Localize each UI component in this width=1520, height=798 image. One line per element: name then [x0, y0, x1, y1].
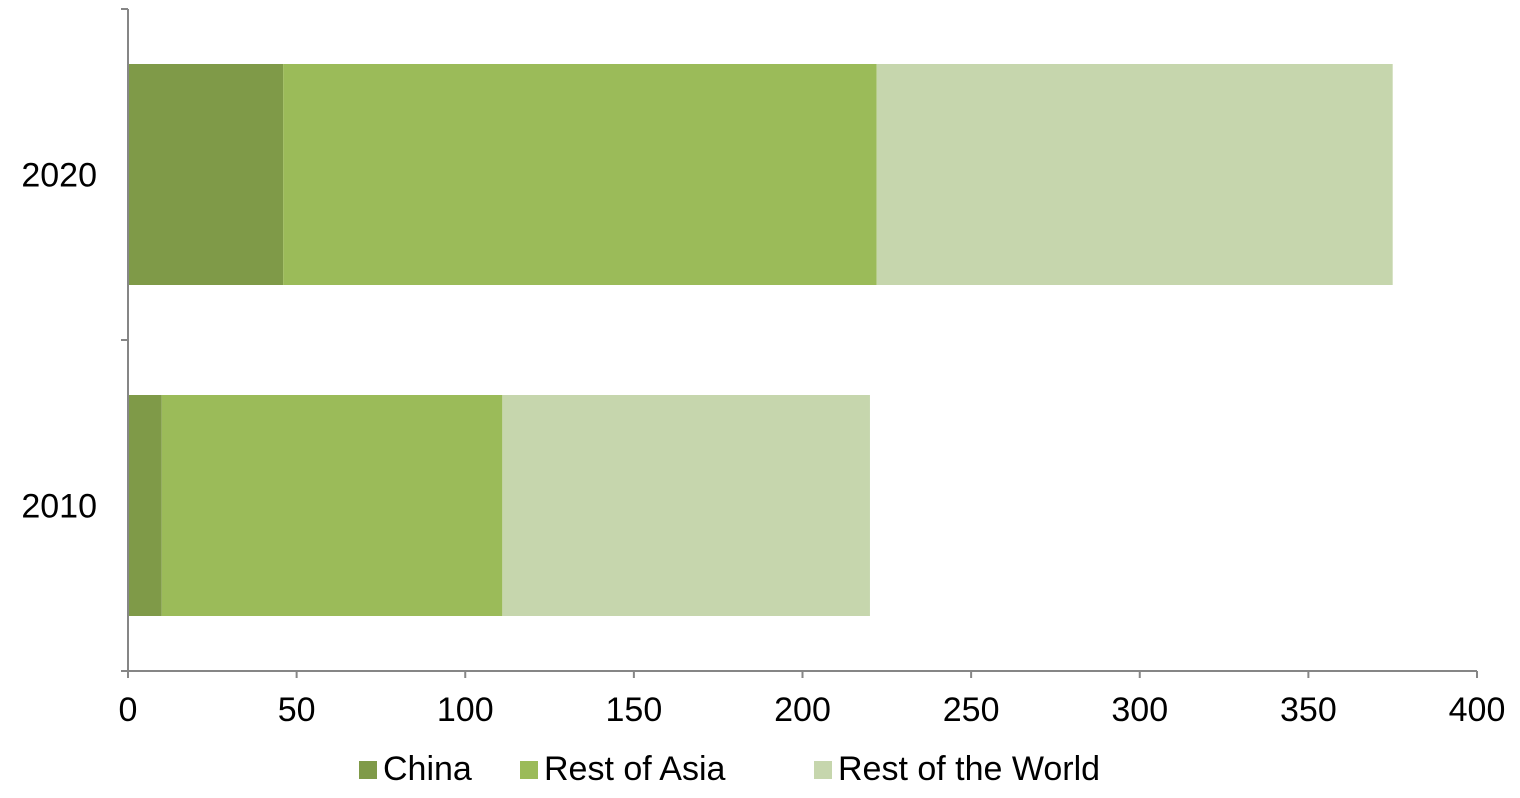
x-tick-label: 400	[1449, 691, 1506, 729]
bar-china-2010	[128, 395, 162, 616]
x-tick-label: 50	[278, 691, 316, 729]
bar-rest-of-asia-2020	[283, 64, 877, 285]
x-tick-label: 200	[774, 691, 831, 729]
y-category-label: 2020	[21, 157, 97, 195]
x-tick-label: 0	[119, 691, 138, 729]
legend-swatch-china	[359, 761, 377, 779]
x-axis-ticks: 0 50 100 150 200 250 300 350 400	[119, 671, 1506, 729]
x-tick-label: 350	[1280, 691, 1337, 729]
legend-label-rest-of-asia: Rest of Asia	[544, 750, 726, 788]
x-tick-label: 250	[943, 691, 1000, 729]
bar-rest-of-the-world-2010	[502, 395, 870, 616]
x-tick-label: 300	[1111, 691, 1168, 729]
legend: China Rest of Asia Rest of the World	[359, 750, 1100, 788]
bar-rest-of-the-world-2020	[876, 64, 1393, 285]
x-tick-label: 150	[606, 691, 663, 729]
legend-label-china: China	[383, 750, 472, 788]
y-axis-ticks: 2020 2010	[21, 8, 128, 672]
x-tick-label: 100	[437, 691, 494, 729]
bar-china-2020	[128, 64, 284, 285]
legend-swatch-rest-of-the-world	[814, 761, 832, 779]
bars-group	[128, 64, 1393, 616]
y-category-label: 2010	[21, 488, 97, 526]
bar-rest-of-asia-2010	[161, 395, 503, 616]
legend-label-rest-of-the-world: Rest of the World	[838, 750, 1100, 788]
legend-swatch-rest-of-asia	[520, 761, 538, 779]
